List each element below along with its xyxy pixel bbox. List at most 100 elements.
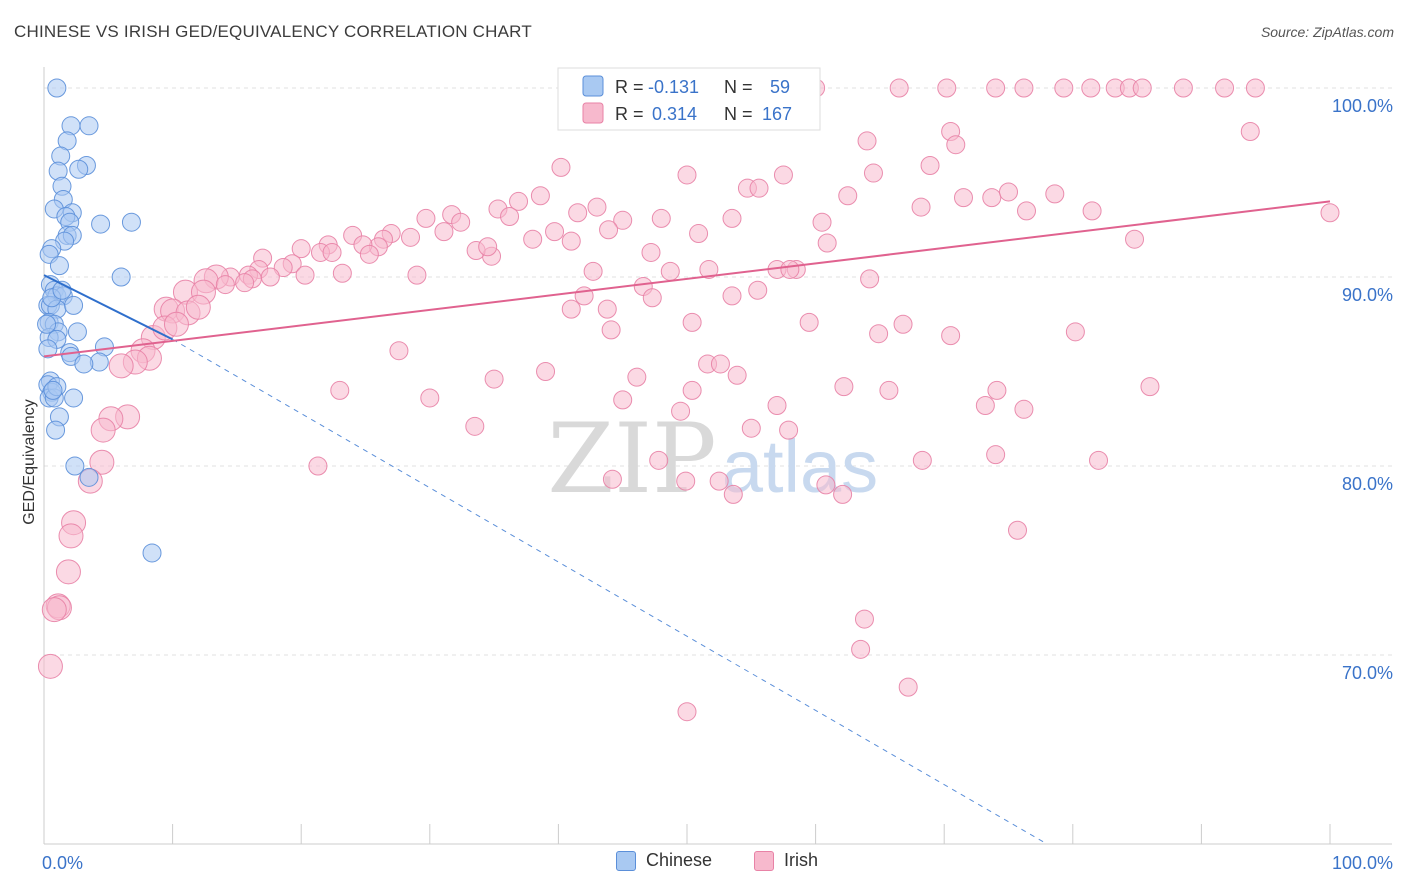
irish-point bbox=[416, 208, 436, 228]
irish-point bbox=[999, 182, 1018, 202]
chinese-point bbox=[79, 467, 99, 487]
irish-point bbox=[723, 484, 743, 504]
irish-point bbox=[641, 242, 661, 262]
legend-n-label-irish: N = bbox=[724, 104, 753, 124]
irish-point bbox=[568, 203, 588, 223]
irish-point bbox=[37, 653, 63, 679]
chinese-point bbox=[142, 543, 162, 563]
irish-point bbox=[599, 220, 619, 240]
irish-point bbox=[677, 702, 697, 722]
irish-point bbox=[308, 456, 328, 476]
chinese-point bbox=[64, 388, 84, 408]
irish-point bbox=[484, 369, 504, 389]
irish-point bbox=[260, 267, 280, 287]
irish-point bbox=[817, 233, 837, 253]
chinese-point bbox=[65, 456, 85, 476]
irish-point bbox=[601, 320, 621, 340]
bottom-legend-label-irish: Irish bbox=[784, 850, 819, 870]
chinese-point bbox=[37, 314, 57, 334]
irish-points bbox=[37, 78, 1340, 722]
irish-point bbox=[1008, 520, 1028, 540]
irish-point bbox=[893, 314, 913, 334]
source-attribution: Source: ZipAtlas.com bbox=[1260, 24, 1394, 40]
irish-point bbox=[722, 208, 742, 228]
irish-point bbox=[295, 265, 315, 285]
bottom-legend-swatch-chinese bbox=[616, 850, 636, 871]
legend-n-value-irish: 167 bbox=[762, 104, 792, 124]
irish-point bbox=[407, 265, 427, 285]
irish-point bbox=[986, 78, 1006, 98]
bottom-legend-item-chinese[interactable]: Chinese bbox=[616, 850, 712, 871]
irish-point bbox=[451, 212, 471, 232]
irish-point bbox=[987, 380, 1007, 400]
y-tick-label: 80.0% bbox=[1342, 474, 1393, 494]
irish-point bbox=[90, 417, 116, 443]
irish-point bbox=[89, 449, 115, 475]
irish-point bbox=[869, 324, 889, 344]
irish-point bbox=[722, 286, 742, 306]
irish-point bbox=[749, 178, 769, 198]
legend: R = -0.131 N = 59 R = 0.314 N = 167 bbox=[557, 67, 821, 131]
irish-point bbox=[982, 188, 1002, 208]
irish-point bbox=[1014, 399, 1034, 419]
chinese-point bbox=[69, 159, 89, 179]
chinese-point bbox=[111, 267, 131, 287]
irish-point bbox=[420, 388, 440, 408]
irish-point bbox=[854, 609, 874, 629]
irish-point bbox=[509, 191, 529, 211]
irish-point bbox=[682, 380, 702, 400]
irish-point bbox=[530, 186, 550, 206]
irish-point bbox=[1132, 78, 1152, 98]
irish-point bbox=[699, 259, 719, 279]
bottom-legend-swatch-irish bbox=[754, 850, 774, 871]
bottom-legend-item-irish[interactable]: Irish bbox=[754, 850, 818, 871]
legend-r-label-irish: R = bbox=[615, 104, 644, 124]
irish-point bbox=[812, 212, 832, 232]
chinese-point bbox=[64, 295, 84, 315]
irish-point bbox=[920, 155, 940, 175]
irish-point bbox=[1082, 201, 1102, 221]
irish-point bbox=[889, 78, 909, 98]
irish-point bbox=[676, 471, 696, 491]
legend-swatch-chinese bbox=[582, 75, 604, 97]
watermark-atlas: atlas bbox=[722, 425, 878, 508]
irish-point bbox=[330, 380, 350, 400]
chinese-trendline bbox=[43, 274, 174, 341]
irish-point bbox=[359, 244, 379, 264]
irish-point bbox=[898, 677, 918, 697]
y-tick-label: 100.0% bbox=[1332, 96, 1393, 116]
chinese-trendline-extension bbox=[172, 338, 1048, 845]
irish-point bbox=[953, 188, 973, 208]
irish-point bbox=[1240, 121, 1260, 141]
irish-point bbox=[1017, 201, 1037, 221]
irish-point bbox=[857, 131, 877, 151]
x-tick-labels: 0.0% 100.0% bbox=[42, 853, 1393, 873]
irish-point bbox=[434, 222, 454, 242]
y-tick-label: 70.0% bbox=[1342, 663, 1393, 683]
bottom-legend-label-chinese: Chinese bbox=[646, 850, 713, 870]
irish-point bbox=[767, 396, 787, 416]
irish-point bbox=[1065, 322, 1085, 342]
irish-point bbox=[602, 469, 622, 489]
chart-title: CHINESE VS IRISH GED/EQUIVALENCY CORRELA… bbox=[14, 22, 532, 41]
x-tick-label-left: 0.0% bbox=[42, 853, 83, 873]
irish-point bbox=[851, 639, 871, 659]
irish-point bbox=[773, 165, 793, 185]
irish-point bbox=[912, 450, 932, 470]
irish-point bbox=[946, 135, 966, 155]
irish-point bbox=[41, 597, 67, 623]
irish-point bbox=[710, 354, 730, 374]
irish-point bbox=[108, 353, 134, 379]
watermark: ZIP atlas bbox=[547, 403, 878, 515]
irish-point bbox=[273, 258, 293, 278]
chinese-point bbox=[47, 78, 67, 98]
irish-point bbox=[937, 78, 957, 98]
irish-point bbox=[748, 280, 768, 300]
irish-point bbox=[215, 275, 235, 295]
x-tick-label-right: 100.0% bbox=[1332, 853, 1393, 873]
irish-point bbox=[838, 186, 858, 206]
irish-point bbox=[780, 259, 800, 279]
irish-point bbox=[799, 312, 819, 332]
irish-point bbox=[816, 475, 836, 495]
